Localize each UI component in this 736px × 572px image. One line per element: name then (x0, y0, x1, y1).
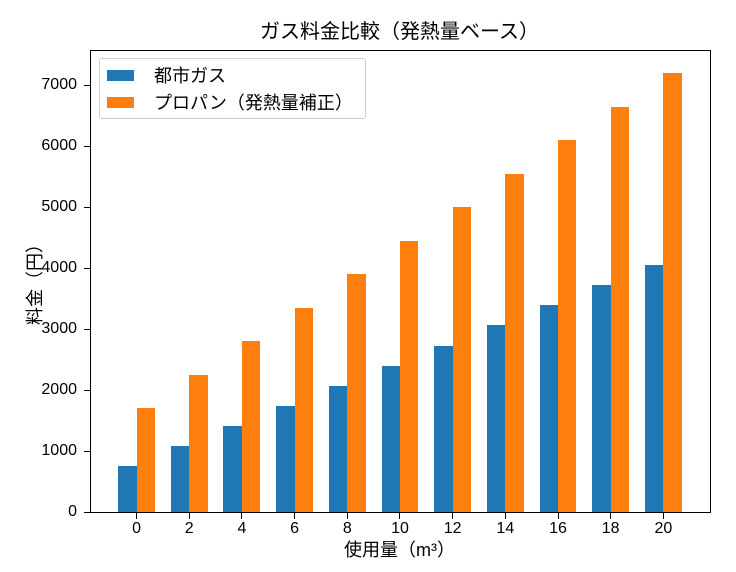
bar-city-gas-18 (592, 285, 611, 512)
x-tick-mark (504, 512, 506, 519)
bar-propane-8 (347, 274, 366, 512)
x-tick-mark (662, 512, 664, 519)
legend-item-city-gas: 都市ガス (107, 63, 353, 87)
x-tick-label: 12 (443, 520, 462, 537)
x-tick-label: 18 (601, 520, 620, 537)
city-gas-swatch (107, 69, 134, 81)
x-tick-label: 6 (290, 520, 300, 537)
y-tick-label: 1000 (41, 442, 77, 460)
x-tick-label: 14 (496, 520, 515, 537)
legend-label-city-gas: 都市ガス (154, 66, 226, 86)
legend-label-propane: プロパン（発熱量補正） (154, 93, 353, 113)
bar-city-gas-4 (223, 426, 242, 512)
legend: 都市ガス プロパン（発熱量補正） (99, 58, 366, 119)
y-tick-mark (84, 450, 91, 452)
x-tick-label: 8 (342, 520, 352, 537)
x-tick-mark (452, 512, 454, 519)
y-tick-mark (84, 511, 91, 513)
bar-propane-18 (610, 106, 630, 512)
x-tick-mark (136, 512, 138, 519)
y-tick-mark (84, 206, 91, 208)
bar-propane-4 (241, 341, 261, 512)
bar-city-gas-12 (434, 345, 453, 512)
x-tick-mark (294, 512, 296, 519)
bar-city-gas-16 (539, 305, 558, 512)
legend-item-propane: プロパン（発熱量補正） (107, 90, 353, 114)
y-tick-label: 7000 (41, 76, 77, 94)
y-tick-label: 4000 (41, 259, 77, 277)
bar-city-gas-10 (381, 365, 400, 512)
y-tick-mark (84, 84, 91, 86)
x-tick-label: 4 (237, 520, 247, 537)
x-tick-mark (188, 512, 190, 519)
y-tick-mark (84, 267, 91, 269)
x-tick-label: 2 (184, 520, 194, 537)
x-tick-label: 10 (391, 520, 409, 537)
bar-city-gas-0 (118, 466, 137, 512)
y-tick-label: 6000 (41, 137, 77, 155)
x-tick-mark (610, 512, 612, 519)
y-tick-mark (84, 389, 91, 391)
y-tick-label: 2000 (41, 381, 77, 399)
bar-city-gas-14 (486, 325, 506, 512)
y-tick-label: 5000 (41, 198, 77, 216)
bar-propane-20 (663, 72, 682, 512)
x-tick-mark (399, 512, 401, 519)
bar-city-gas-8 (328, 385, 348, 512)
y-tick-mark (84, 328, 91, 330)
bar-propane-12 (452, 207, 472, 512)
bar-city-gas-6 (276, 405, 295, 512)
y-tick-label: 3000 (41, 320, 77, 338)
x-axis-label: 使用量（m³） (344, 540, 455, 560)
bar-propane-6 (294, 307, 314, 512)
x-tick-mark (346, 512, 348, 519)
bar-propane-14 (505, 173, 524, 512)
x-tick-label: 20 (654, 520, 673, 537)
y-tick-label: 0 (68, 503, 77, 520)
y-tick-mark (84, 145, 91, 147)
bar-propane-0 (136, 408, 155, 512)
bar-propane-2 (189, 374, 208, 512)
x-tick-mark (557, 512, 559, 519)
chart-title: ガス料金比較（発熱量ベース） (260, 21, 539, 43)
x-tick-label: 16 (549, 520, 567, 537)
bar-propane-10 (399, 240, 419, 512)
propane-swatch (107, 96, 134, 108)
x-tick-mark (241, 512, 243, 519)
bar-city-gas-2 (170, 446, 190, 512)
bar-city-gas-20 (644, 265, 664, 512)
bar-propane-16 (558, 140, 577, 512)
x-tick-label: 0 (132, 520, 142, 537)
y-axis-label: 料金（円） (25, 235, 45, 325)
plot-area: 0 1000 2000 3000 4000 5000 6000 7000 0 2 4 6 8 10 12 14… (41, 50, 711, 537)
